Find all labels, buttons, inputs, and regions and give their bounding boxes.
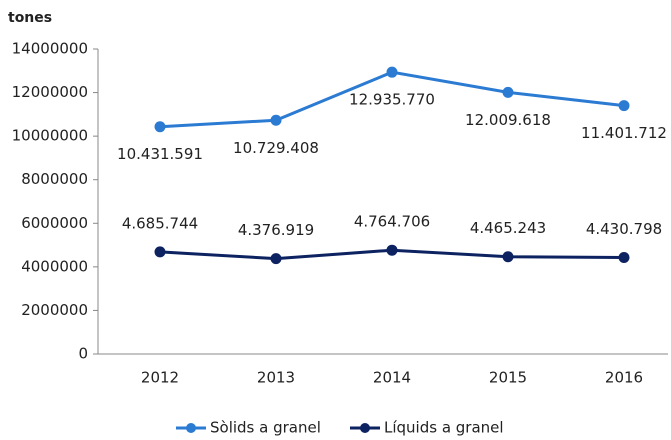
data-point bbox=[386, 244, 398, 256]
x-tick-label: 2013 bbox=[257, 369, 295, 387]
x-tick-label: 2016 bbox=[605, 369, 643, 387]
data-label: 4.430.798 bbox=[586, 220, 662, 238]
data-point bbox=[618, 100, 630, 112]
data-label: 4.376.919 bbox=[238, 221, 314, 239]
data-label: 4.465.243 bbox=[470, 219, 546, 237]
legend-marker bbox=[360, 423, 370, 433]
data-point bbox=[270, 253, 282, 265]
data-point bbox=[386, 66, 398, 78]
data-label: 10.431.591 bbox=[117, 145, 203, 163]
y-tick-label: 6000000 bbox=[21, 214, 88, 232]
y-tick-label: 10000000 bbox=[12, 127, 88, 145]
y-tick-label: 2000000 bbox=[21, 301, 88, 319]
data-label: 10.729.408 bbox=[233, 139, 319, 157]
data-point bbox=[154, 246, 166, 258]
data-label: 4.685.744 bbox=[122, 214, 198, 232]
x-tick-label: 2012 bbox=[141, 369, 179, 387]
data-label: 11.401.712 bbox=[581, 124, 667, 142]
y-axis-label: tones bbox=[8, 10, 52, 26]
y-tick-label: 0 bbox=[78, 345, 88, 363]
data-point bbox=[618, 251, 630, 263]
data-label: 12.935.770 bbox=[349, 91, 435, 109]
data-point bbox=[502, 251, 514, 263]
legend-label: Líquids a granel bbox=[384, 419, 504, 437]
x-tick-label: 2015 bbox=[489, 369, 527, 387]
data-label: 4.764.706 bbox=[354, 213, 430, 231]
x-tick-label: 2014 bbox=[373, 369, 411, 387]
data-point bbox=[270, 114, 282, 126]
y-tick-label: 14000000 bbox=[12, 40, 88, 58]
legend-marker bbox=[186, 423, 196, 433]
y-tick-label: 8000000 bbox=[21, 170, 88, 188]
data-label: 12.009.618 bbox=[465, 111, 551, 129]
data-point bbox=[502, 86, 514, 98]
y-tick-label: 12000000 bbox=[12, 83, 88, 101]
data-point bbox=[154, 121, 166, 133]
legend-label: Sòlids a granel bbox=[210, 419, 321, 437]
y-tick-label: 4000000 bbox=[21, 257, 88, 275]
